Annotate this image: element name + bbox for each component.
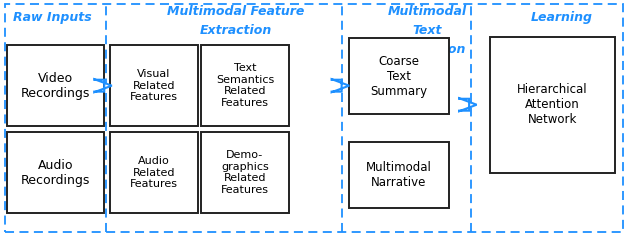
Text: Coarse
Text
Summary: Coarse Text Summary: [371, 55, 427, 98]
FancyBboxPatch shape: [110, 132, 198, 213]
FancyBboxPatch shape: [349, 38, 449, 114]
Text: Multimodal Feature: Multimodal Feature: [167, 5, 304, 18]
Text: Text
Semantics
Related
Features: Text Semantics Related Features: [216, 63, 274, 108]
FancyBboxPatch shape: [6, 45, 104, 126]
FancyBboxPatch shape: [110, 45, 198, 126]
Polygon shape: [332, 79, 349, 92]
Text: Learning: Learning: [531, 11, 593, 24]
Text: Audio
Recordings: Audio Recordings: [21, 159, 90, 187]
Text: Text: Text: [413, 24, 441, 37]
Text: Demo-
graphics
Related
Features: Demo- graphics Related Features: [221, 150, 269, 195]
Text: Raw Inputs: Raw Inputs: [13, 11, 92, 24]
Text: Multimodal
Narrative: Multimodal Narrative: [366, 161, 431, 189]
Text: Extraction: Extraction: [199, 24, 272, 37]
FancyBboxPatch shape: [6, 132, 104, 213]
FancyBboxPatch shape: [349, 142, 449, 208]
Polygon shape: [94, 79, 112, 92]
Text: Hierarchical
Attention
Network: Hierarchical Attention Network: [517, 83, 588, 126]
FancyBboxPatch shape: [201, 132, 289, 213]
Text: Generation: Generation: [388, 43, 466, 56]
FancyBboxPatch shape: [490, 37, 615, 173]
Text: Video
Recordings: Video Recordings: [21, 72, 90, 100]
Text: Visual
Related
Features: Visual Related Features: [130, 69, 178, 102]
Text: Audio
Related
Features: Audio Related Features: [130, 156, 178, 189]
Polygon shape: [459, 98, 477, 111]
Text: Multimodal: Multimodal: [387, 5, 467, 18]
FancyBboxPatch shape: [201, 45, 289, 126]
